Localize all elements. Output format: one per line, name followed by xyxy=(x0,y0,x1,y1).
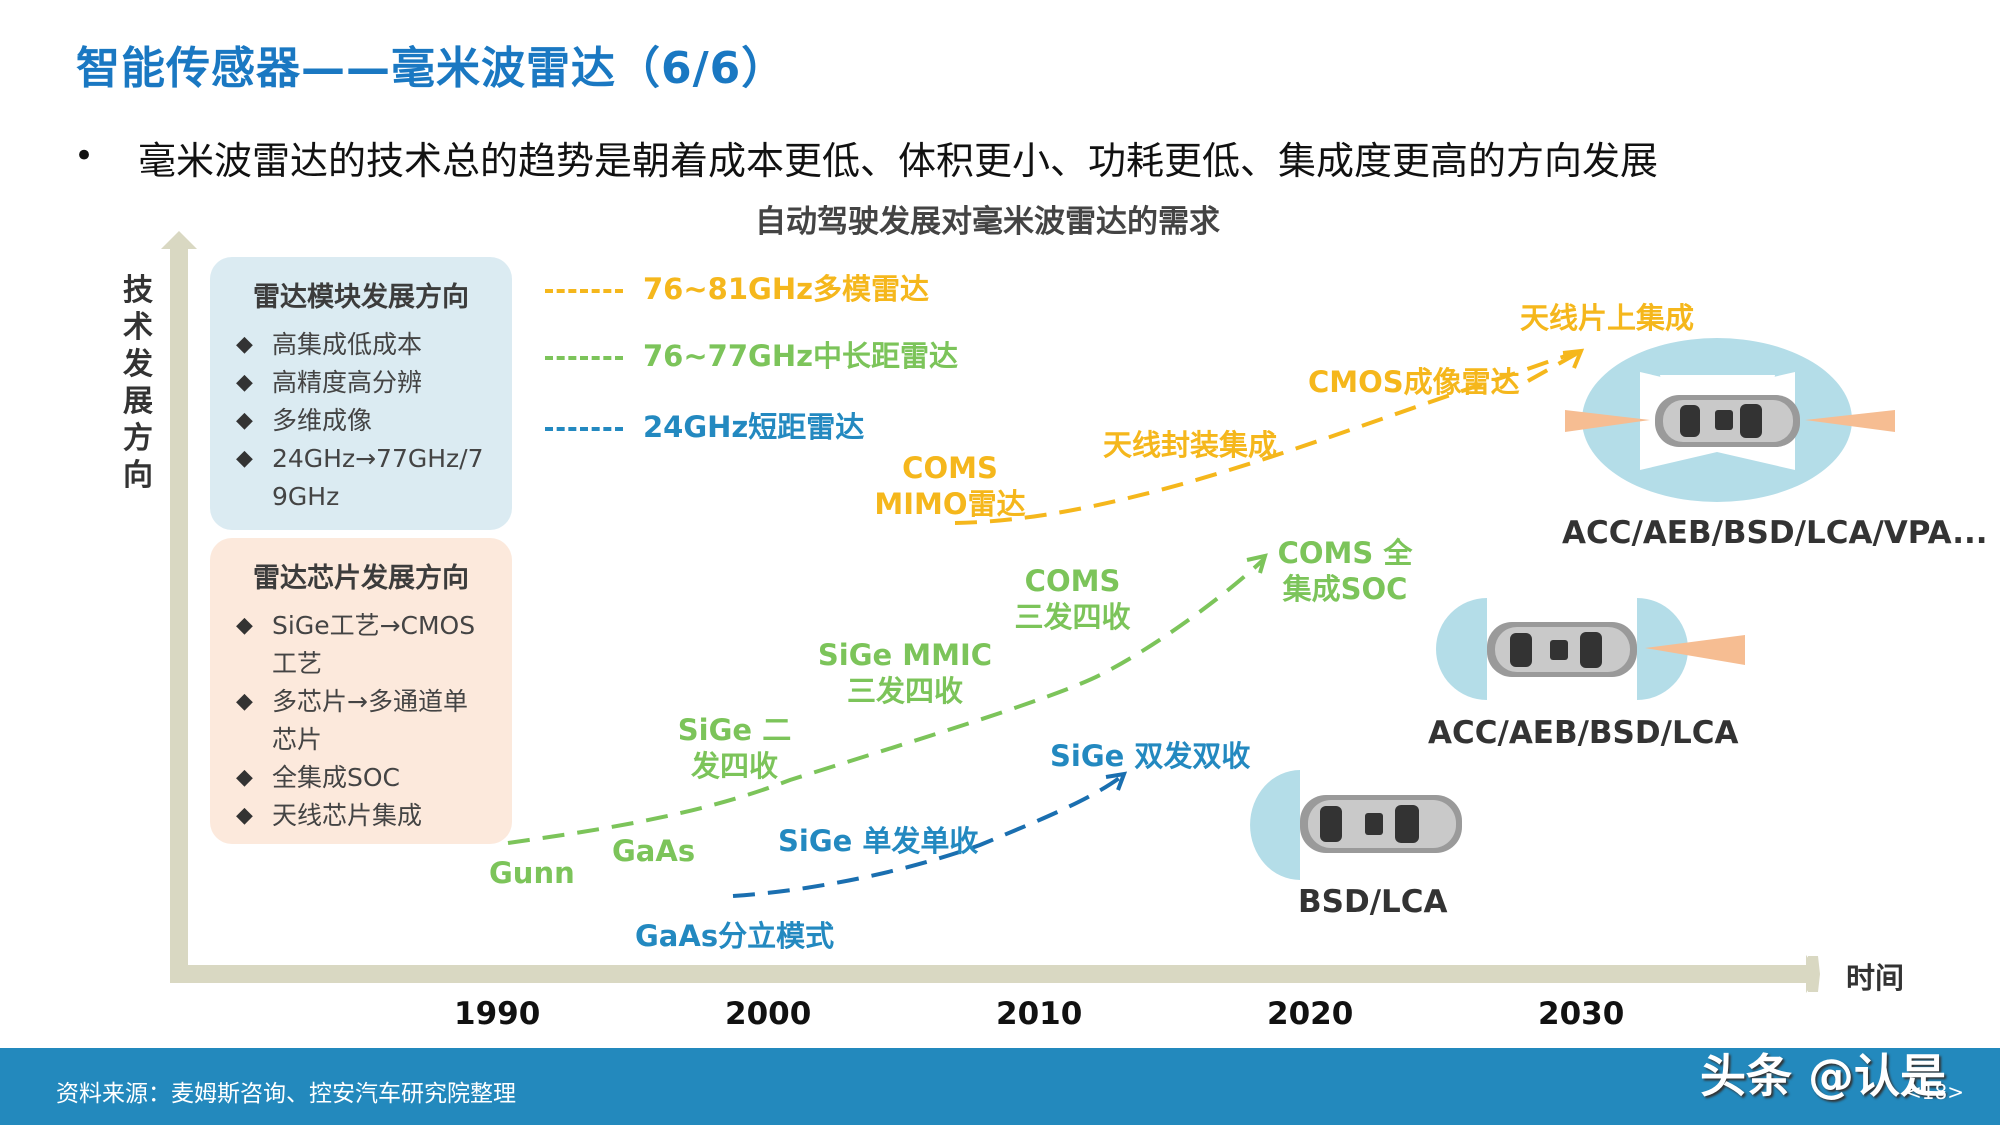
yellow-trend-line xyxy=(954,348,1585,525)
year-tick: 1990 xyxy=(454,996,541,1032)
x-axis-arrow xyxy=(170,955,1820,993)
label-antenna-on-chip: 天线片上集成 xyxy=(1520,301,1695,335)
radar-module-direction-box: 雷达模块发展方向 ◆ 高集成低成本 ◆ 高精度高分辨 ◆ 多维成像 ◆ 24GHz→77… xyxy=(210,257,512,530)
diamond-bullet-icon: ◆ xyxy=(236,803,253,828)
chip-box-title: 雷达芯片发展方向 xyxy=(253,563,469,594)
list-item: ◆ 多芯片→多通道单芯片 xyxy=(236,683,487,759)
list-item: ◆ 全集成SOC xyxy=(236,759,512,797)
list-item: ◆ 24GHz→77GHz/79GHz xyxy=(236,440,487,516)
watermark: 头条 @认是 xyxy=(1700,1049,1947,1103)
y-axis-arrow xyxy=(161,231,197,983)
axes xyxy=(161,231,1895,993)
arrowhead-icon xyxy=(1105,771,1128,791)
legend-item-mid-long-range: 76~77GHz中长距雷达 xyxy=(545,333,958,375)
blue-trend-line xyxy=(732,771,1128,898)
dashed-line-icon xyxy=(545,356,623,360)
label-coms-3tx4rx: COMS 三发四收 xyxy=(1014,564,1131,634)
diamond-bullet-icon: ◆ xyxy=(236,613,253,638)
list-item: ◆ 天线芯片集成 xyxy=(236,797,512,835)
footer-bar xyxy=(0,1048,2000,1125)
car-caption-full: ACC/AEB/BSD/LCA/VPA... xyxy=(1562,515,1988,551)
label-sige-mmic: SiGe MMIC 三发四收 xyxy=(817,638,993,708)
label-cmos-imaging: CMOS成像雷达 xyxy=(1308,365,1520,399)
label-sige-2tx4rx: SiGe 二发四收 xyxy=(677,713,792,783)
radar-chip-direction-box: 雷达芯片发展方向 ◆ SiGe工艺→CMOS工艺 ◆ 多芯片→多通道单芯片 ◆ 全集成… xyxy=(210,538,512,844)
diamond-bullet-icon: ◆ xyxy=(236,765,253,790)
source-note: 资料来源：麦姆斯咨询、控安汽车研究院整理 xyxy=(56,1081,516,1107)
label-gaas: GaAs xyxy=(612,834,696,868)
page-number: <18> xyxy=(1905,1080,1964,1104)
label-sige-1tx1rx: SiGe 单发单收 xyxy=(778,824,979,858)
list-item: ◆ 多维成像 xyxy=(236,402,512,440)
diamond-bullet-icon: ◆ xyxy=(236,370,253,395)
legend-item-short-range: 24GHz短距雷达 xyxy=(545,404,864,446)
arrowhead-icon xyxy=(1246,553,1268,574)
green-trend-line xyxy=(507,553,1268,845)
car-full-coverage xyxy=(1565,338,1895,502)
year-tick: 2010 xyxy=(996,996,1083,1032)
legend-item-multimode: 76~81GHz多模雷达 xyxy=(545,266,929,308)
year-tick: 2000 xyxy=(725,996,812,1032)
year-tick: 2030 xyxy=(1538,996,1625,1032)
car-caption-bsd-lca: BSD/LCA xyxy=(1298,884,1448,920)
module-box-title: 雷达模块发展方向 xyxy=(253,282,469,313)
diamond-bullet-icon: ◆ xyxy=(236,408,253,433)
list-item: ◆ 高精度高分辨 xyxy=(236,364,512,402)
y-axis-label: 技术发展方向 xyxy=(123,273,153,493)
bullet-marker: • xyxy=(74,136,95,176)
dashed-line-icon xyxy=(545,289,623,293)
x-axis-label: 时间 xyxy=(1846,961,1905,995)
label-gaas-discrete: GaAs分立模式 xyxy=(635,919,835,953)
label-antenna-package: 天线封装集成 xyxy=(1103,428,1278,462)
label-coms-mimo: COMS MIMO雷达 xyxy=(874,451,1026,521)
label-coms-soc: COMS 全集成SOC xyxy=(1277,536,1413,606)
car-caption-acc-aeb-bsd-lca: ACC/AEB/BSD/LCA xyxy=(1428,715,1739,751)
label-sige-2tx2rx: SiGe 双发双收 xyxy=(1050,739,1251,773)
list-item: ◆ 高集成低成本 xyxy=(236,326,512,364)
bullet-text: 毫米波雷达的技术总的趋势是朝着成本更低、体积更小、功耗更低、集成度更高的方向发展 xyxy=(138,139,1659,183)
diamond-bullet-icon: ◆ xyxy=(236,446,253,471)
arrowhead-icon xyxy=(1562,348,1585,369)
page-title: 智能传感器——毫米波雷达（6/6） xyxy=(76,43,787,94)
year-tick: 2020 xyxy=(1267,996,1354,1032)
car-front-rear-coverage xyxy=(1436,598,1745,700)
list-item: ◆ SiGe工艺→CMOS工艺 xyxy=(236,607,487,683)
dashed-line-icon xyxy=(545,427,623,431)
diagram-title: 自动驾驶发展对毫米波雷达的需求 xyxy=(755,204,1220,240)
label-gunn: Gunn xyxy=(489,856,575,890)
car-rear-coverage xyxy=(1250,770,1462,880)
diamond-bullet-icon: ◆ xyxy=(236,332,253,357)
diamond-bullet-icon: ◆ xyxy=(236,689,253,714)
